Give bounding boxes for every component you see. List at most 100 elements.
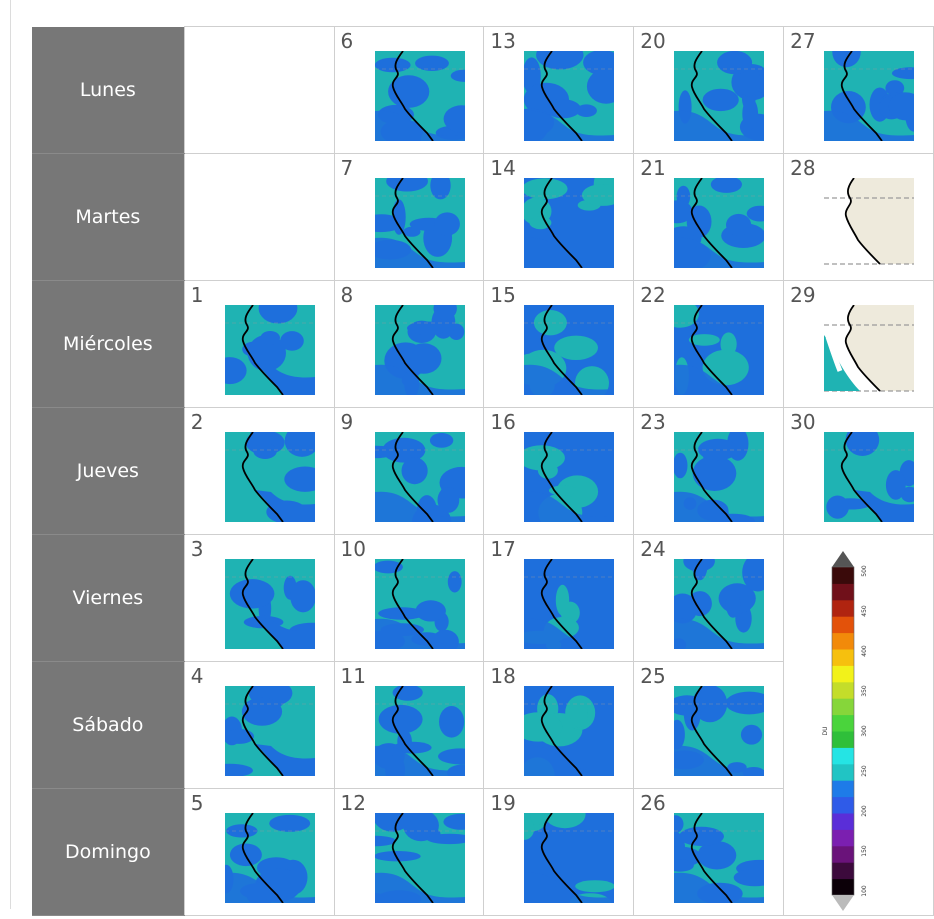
calendar-day-cell[interactable]: 27 [783, 26, 934, 154]
ozone-map-thumbnail[interactable] [374, 813, 465, 903]
day-number: 3 [190, 537, 204, 561]
calendar-day-cell[interactable]: 14 [483, 153, 635, 281]
calendar-day-cell[interactable]: 23 [633, 407, 785, 535]
day-number: 21 [640, 156, 666, 180]
day-number: 28 [790, 156, 816, 180]
day-number: 12 [340, 791, 366, 815]
day-number: 10 [340, 537, 366, 561]
legend-color-swatch [832, 649, 855, 666]
calendar-day-cell[interactable]: 7 [333, 153, 485, 281]
day-number: 16 [490, 410, 516, 434]
calendar-day-cell[interactable]: 13 [483, 26, 635, 154]
legend-tick-label: 500 [861, 565, 868, 577]
calendar-day-cell[interactable]: 2 [183, 407, 335, 535]
calendar-day-cell[interactable]: 1 [183, 280, 335, 408]
legend-color-swatch [832, 862, 855, 880]
ozone-map-thumbnail[interactable] [674, 686, 765, 776]
ozone-map-thumbnail[interactable] [524, 813, 615, 903]
day-number: 2 [190, 410, 204, 434]
day-number: 6 [340, 29, 354, 53]
calendar-day-cell[interactable]: 21 [633, 153, 785, 281]
calendar-row: Viernes 3 10 17 24 100 150 200 250 300 350 400 450 50… [32, 534, 934, 916]
ozone-map-thumbnail[interactable] [824, 51, 915, 141]
calendar-day-cell[interactable]: 3 [183, 534, 335, 662]
day-number: 1 [190, 283, 204, 307]
ozone-map-thumbnail[interactable] [524, 559, 615, 649]
legend-tick-label: 300 [861, 725, 868, 737]
calendar-day-cell[interactable]: 26 [633, 788, 785, 916]
calendar-day-cell[interactable]: 12 [333, 788, 485, 916]
legend-tick-label: 250 [861, 765, 868, 777]
calendar-row: Lunes 6 13 20 27 [32, 26, 934, 154]
ozone-map-thumbnail[interactable] [524, 305, 615, 395]
legend-color-swatch [832, 665, 855, 683]
ozone-map-thumbnail[interactable] [524, 432, 615, 522]
calendar-day-cell[interactable]: 30 [783, 407, 934, 535]
calendar-day-cell[interactable]: 25 [633, 661, 785, 789]
ozone-map-thumbnail[interactable] [374, 51, 465, 141]
ozone-map-thumbnail[interactable] [224, 432, 315, 522]
calendar-day-cell[interactable]: 4 [183, 661, 335, 789]
calendar-day-cell[interactable]: 5 [183, 788, 335, 916]
legend-color-swatch [832, 616, 855, 634]
ozone-map-thumbnail[interactable] [374, 686, 465, 776]
legend-tick-label: 350 [861, 685, 868, 697]
day-number: 5 [190, 791, 204, 815]
calendar-day-cell[interactable]: 9 [333, 407, 485, 535]
ozone-map-thumbnail[interactable] [524, 178, 615, 268]
ozone-map-thumbnail[interactable] [674, 559, 765, 649]
legend-color-swatch [832, 747, 855, 765]
calendar-day-cell[interactable]: 19 [483, 788, 635, 916]
ozone-map-thumbnail[interactable] [224, 686, 315, 776]
calendar-day-cell[interactable]: 8 [333, 280, 485, 408]
ozone-map-thumbnail[interactable] [824, 432, 915, 522]
ozone-map-thumbnail[interactable] [674, 305, 765, 395]
ozone-map-thumbnail[interactable] [674, 51, 765, 141]
calendar-day-cell[interactable]: 6 [333, 26, 485, 154]
ozone-map-thumbnail[interactable] [524, 686, 615, 776]
calendar-day-cell[interactable]: 10 [333, 534, 485, 662]
ozone-map-thumbnail[interactable] [824, 178, 915, 268]
ozone-map-thumbnail[interactable] [674, 432, 765, 522]
legend-color-swatch [832, 599, 855, 617]
calendar-row: Domingo 5 12 19 26 [32, 788, 934, 916]
ozone-map-thumbnail[interactable] [374, 432, 465, 522]
ozone-map-thumbnail[interactable] [224, 305, 315, 395]
calendar-day-cell[interactable]: 17 [483, 534, 635, 662]
ozone-map-thumbnail[interactable] [374, 559, 465, 649]
legend-tick-label: 450 [861, 605, 868, 617]
ozone-map-thumbnail[interactable] [824, 305, 915, 395]
calendar-day-cell[interactable]: 18 [483, 661, 635, 789]
calendar-day-cell[interactable]: 16 [483, 407, 635, 535]
calendar-day-cell[interactable]: 11 [333, 661, 485, 789]
day-number: 7 [340, 156, 354, 180]
day-number: 22 [640, 283, 666, 307]
weekday-label: Domingo [32, 788, 185, 916]
ozone-map-thumbnail[interactable] [374, 178, 465, 268]
ozone-calendar-grid: Lunes 6 13 20 27 Martes 7 14 21 28 Miércoles 1 8 15 22… [32, 26, 934, 916]
calendar-day-cell[interactable]: 22 [633, 280, 785, 408]
ozone-map-thumbnail[interactable] [224, 559, 315, 649]
calendar-day-cell[interactable]: 29 [783, 280, 934, 408]
day-number: 17 [490, 537, 516, 561]
legend-arrow-down-icon [832, 895, 855, 911]
calendar-row: Jueves 2 9 16 23 30 [32, 407, 934, 535]
legend-color-swatch [832, 632, 855, 650]
legend-color-swatch [832, 763, 855, 781]
ozone-map-thumbnail[interactable] [524, 51, 615, 141]
calendar-day-cell[interactable]: 15 [483, 280, 635, 408]
calendar-day-cell[interactable]: 20 [633, 26, 785, 154]
calendar-day-cell[interactable]: 24 [633, 534, 785, 662]
calendar-day-cell[interactable]: 28 [783, 153, 934, 281]
ozone-map-thumbnail[interactable] [374, 305, 465, 395]
ozone-map-thumbnail[interactable] [224, 813, 315, 903]
ozone-map-thumbnail[interactable] [674, 813, 765, 903]
legend-color-swatch [832, 813, 855, 830]
ozone-map-thumbnail[interactable] [674, 178, 765, 268]
legend-tick-label: 400 [861, 645, 868, 657]
legend-arrow-up-icon [832, 551, 855, 567]
day-number: 18 [490, 664, 516, 688]
calendar-row: Sábado 4 11 18 25 [32, 661, 934, 789]
weekday-label: Martes [32, 153, 185, 281]
legend-color-swatch [832, 583, 855, 601]
